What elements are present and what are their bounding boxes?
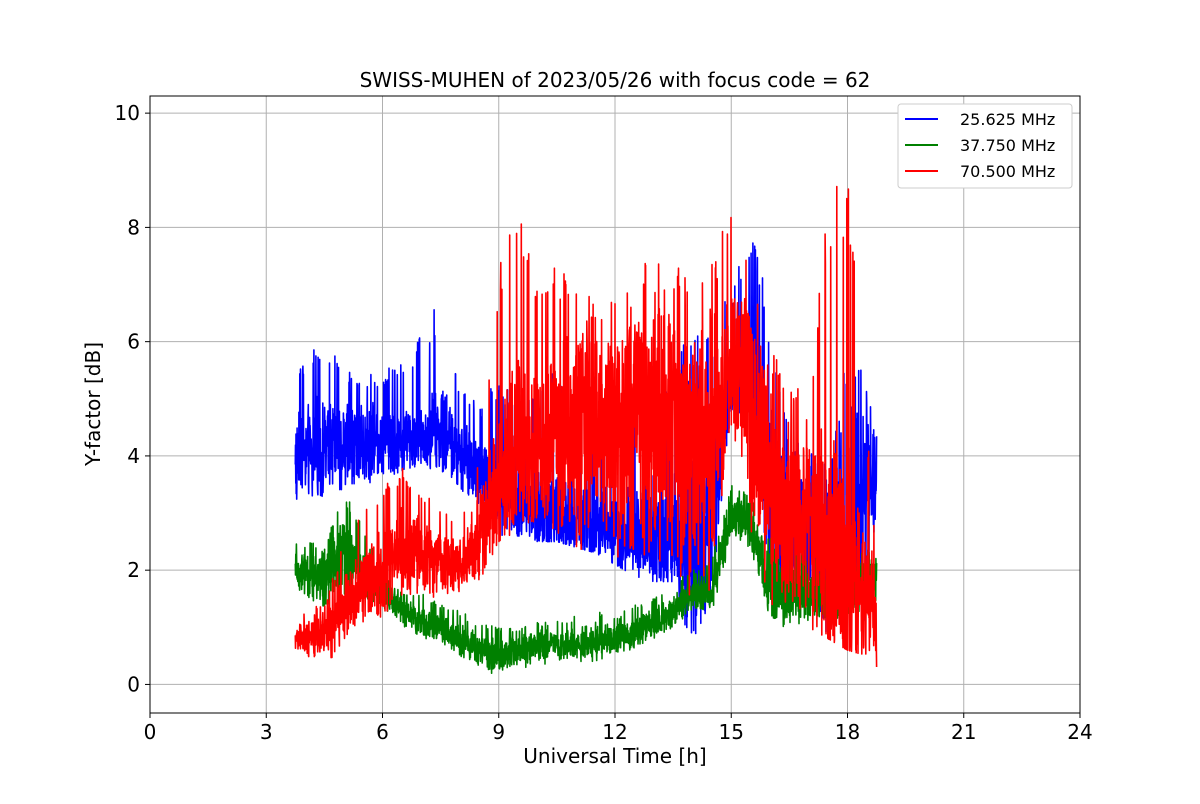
series-layer [294, 185, 878, 675]
x-tick-label: 0 [144, 720, 157, 744]
series-2 [294, 484, 878, 675]
legend-label-series-3: 70.500 MHz [960, 162, 1055, 181]
y-tick-label: 0 [127, 672, 140, 696]
series-line-2 [294, 484, 878, 675]
legend-box [897, 103, 1073, 189]
y-axis-label: Y-factor [dB] [81, 342, 105, 467]
legend: 25.625 MHz 37.750 MHz 70.500 MHz [897, 103, 1073, 189]
x-tick-label: 21 [951, 720, 976, 744]
x-tick-label: 6 [376, 720, 389, 744]
legend-label-series-2: 37.750 MHz [960, 136, 1055, 155]
y-tick-label: 4 [127, 444, 140, 468]
y-tick-label: 2 [127, 558, 140, 582]
series-3 [294, 185, 878, 668]
series-line-3 [294, 185, 878, 668]
chart-title: SWISS-MUHEN of 2023/05/26 with focus cod… [360, 68, 871, 92]
y-tick-label: 6 [127, 330, 140, 354]
y-tick-label: 10 [115, 101, 140, 125]
y-tick-label: 8 [127, 215, 140, 239]
legend-label-series-1: 25.625 MHz [960, 110, 1055, 129]
x-axis: 0 3 6 9 12 15 18 21 24 [144, 713, 1093, 744]
x-tick-label: 9 [492, 720, 505, 744]
x-tick-label: 18 [835, 720, 860, 744]
y-axis: 0 2 4 6 8 10 [115, 101, 150, 696]
x-tick-label: 24 [1067, 720, 1092, 744]
x-axis-label: Universal Time [h] [523, 744, 706, 768]
x-tick-label: 3 [260, 720, 273, 744]
x-tick-label: 15 [719, 720, 744, 744]
x-tick-label: 12 [602, 720, 627, 744]
